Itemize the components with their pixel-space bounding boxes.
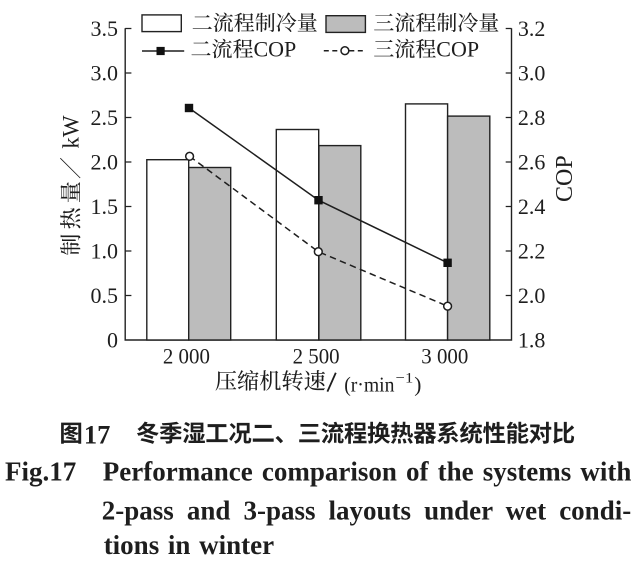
svg-text:1.8: 1.8 (518, 327, 546, 352)
svg-text:3.0: 3.0 (91, 60, 119, 85)
svg-text:Performance comparison of the: Performance comparison of the systems wi… (103, 457, 632, 487)
svg-text:17: 17 (84, 419, 111, 449)
svg-text:2.8: 2.8 (518, 105, 546, 130)
svg-text:Fig.17: Fig.17 (5, 457, 76, 487)
svg-text:2.2: 2.2 (518, 238, 546, 263)
svg-text:2.0: 2.0 (91, 149, 119, 174)
svg-text:1.5: 1.5 (91, 194, 119, 219)
svg-text:0: 0 (107, 327, 118, 352)
svg-text:2.4: 2.4 (518, 194, 546, 219)
svg-text:2.5: 2.5 (91, 105, 119, 130)
svg-text:2.6: 2.6 (518, 149, 546, 174)
svg-text:COP: COP (254, 37, 297, 62)
svg-text:3.2: 3.2 (518, 16, 546, 41)
svg-text:3.0: 3.0 (518, 60, 546, 85)
svg-text:2 500: 2 500 (293, 343, 340, 368)
svg-text:tions in winter: tions in winter (104, 530, 274, 560)
svg-text:COP: COP (436, 37, 479, 62)
svg-text:−1: −1 (396, 371, 414, 387)
svg-text:): ) (414, 372, 421, 396)
svg-text:0.5: 0.5 (91, 283, 119, 308)
svg-text:kW: kW (59, 115, 84, 149)
svg-text:2 000: 2 000 (163, 343, 210, 368)
svg-text:(r·min: (r·min (344, 372, 395, 396)
svg-text:3.5: 3.5 (91, 16, 119, 41)
svg-text:2-pass and 3-pass layouts unde: 2-pass and 3-pass layouts under wet cond… (102, 495, 631, 525)
svg-text:2.0: 2.0 (518, 283, 546, 308)
svg-text:1.0: 1.0 (91, 238, 119, 263)
svg-text:COP: COP (552, 155, 578, 202)
svg-text:3 000: 3 000 (421, 343, 468, 368)
